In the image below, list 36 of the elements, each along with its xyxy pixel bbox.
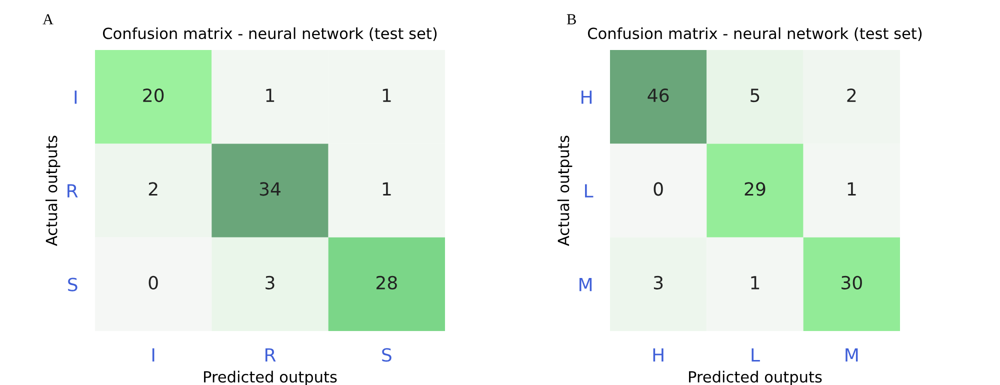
y-axis-title: Actual outputs — [45, 136, 60, 246]
x-tick-label: I — [152, 348, 154, 362]
data-label: 29 — [744, 182, 766, 196]
data-label: 1 — [382, 182, 391, 196]
y-tick-label: M — [580, 278, 592, 292]
x-tick-label: R — [266, 348, 276, 362]
data-label: 0 — [654, 182, 663, 196]
data-label: 0 — [148, 276, 158, 290]
text: A — [42, 14, 54, 24]
data-label: 3 — [654, 276, 663, 290]
data-label: 46 — [648, 88, 669, 102]
data-label: 28 — [376, 276, 397, 290]
y-tick-label: S — [68, 278, 78, 292]
data-label: 1 — [382, 88, 391, 102]
x-tick-label: M — [846, 348, 858, 362]
y-tick-label: I — [74, 90, 77, 104]
text: B — [566, 14, 576, 24]
data-label: 20 — [143, 88, 164, 102]
y-tick-label: L — [585, 184, 594, 198]
data-label: 2 — [847, 88, 856, 102]
chart-title: Confusion matrix - neural network (test set) — [588, 27, 922, 41]
data-label: 1 — [751, 276, 760, 290]
data-label: 34 — [260, 182, 280, 196]
data-label: 30 — [842, 276, 862, 290]
x-tick-label: L — [752, 348, 760, 362]
y-tick-label: R — [68, 184, 78, 198]
y-axis-title: Actual outputs — [557, 136, 572, 246]
x-tick-label: S — [382, 348, 392, 362]
data-label: 5 — [750, 88, 760, 102]
x-tick-label: H — [653, 348, 664, 362]
data-label: 2 — [148, 182, 158, 196]
chart-title: Confusion matrix - neural network (test set) — [102, 27, 437, 41]
data-label: 1 — [266, 88, 274, 102]
data-label: 3 — [266, 276, 274, 290]
data-label: 1 — [848, 182, 856, 196]
y-tick-label: H — [582, 90, 592, 104]
